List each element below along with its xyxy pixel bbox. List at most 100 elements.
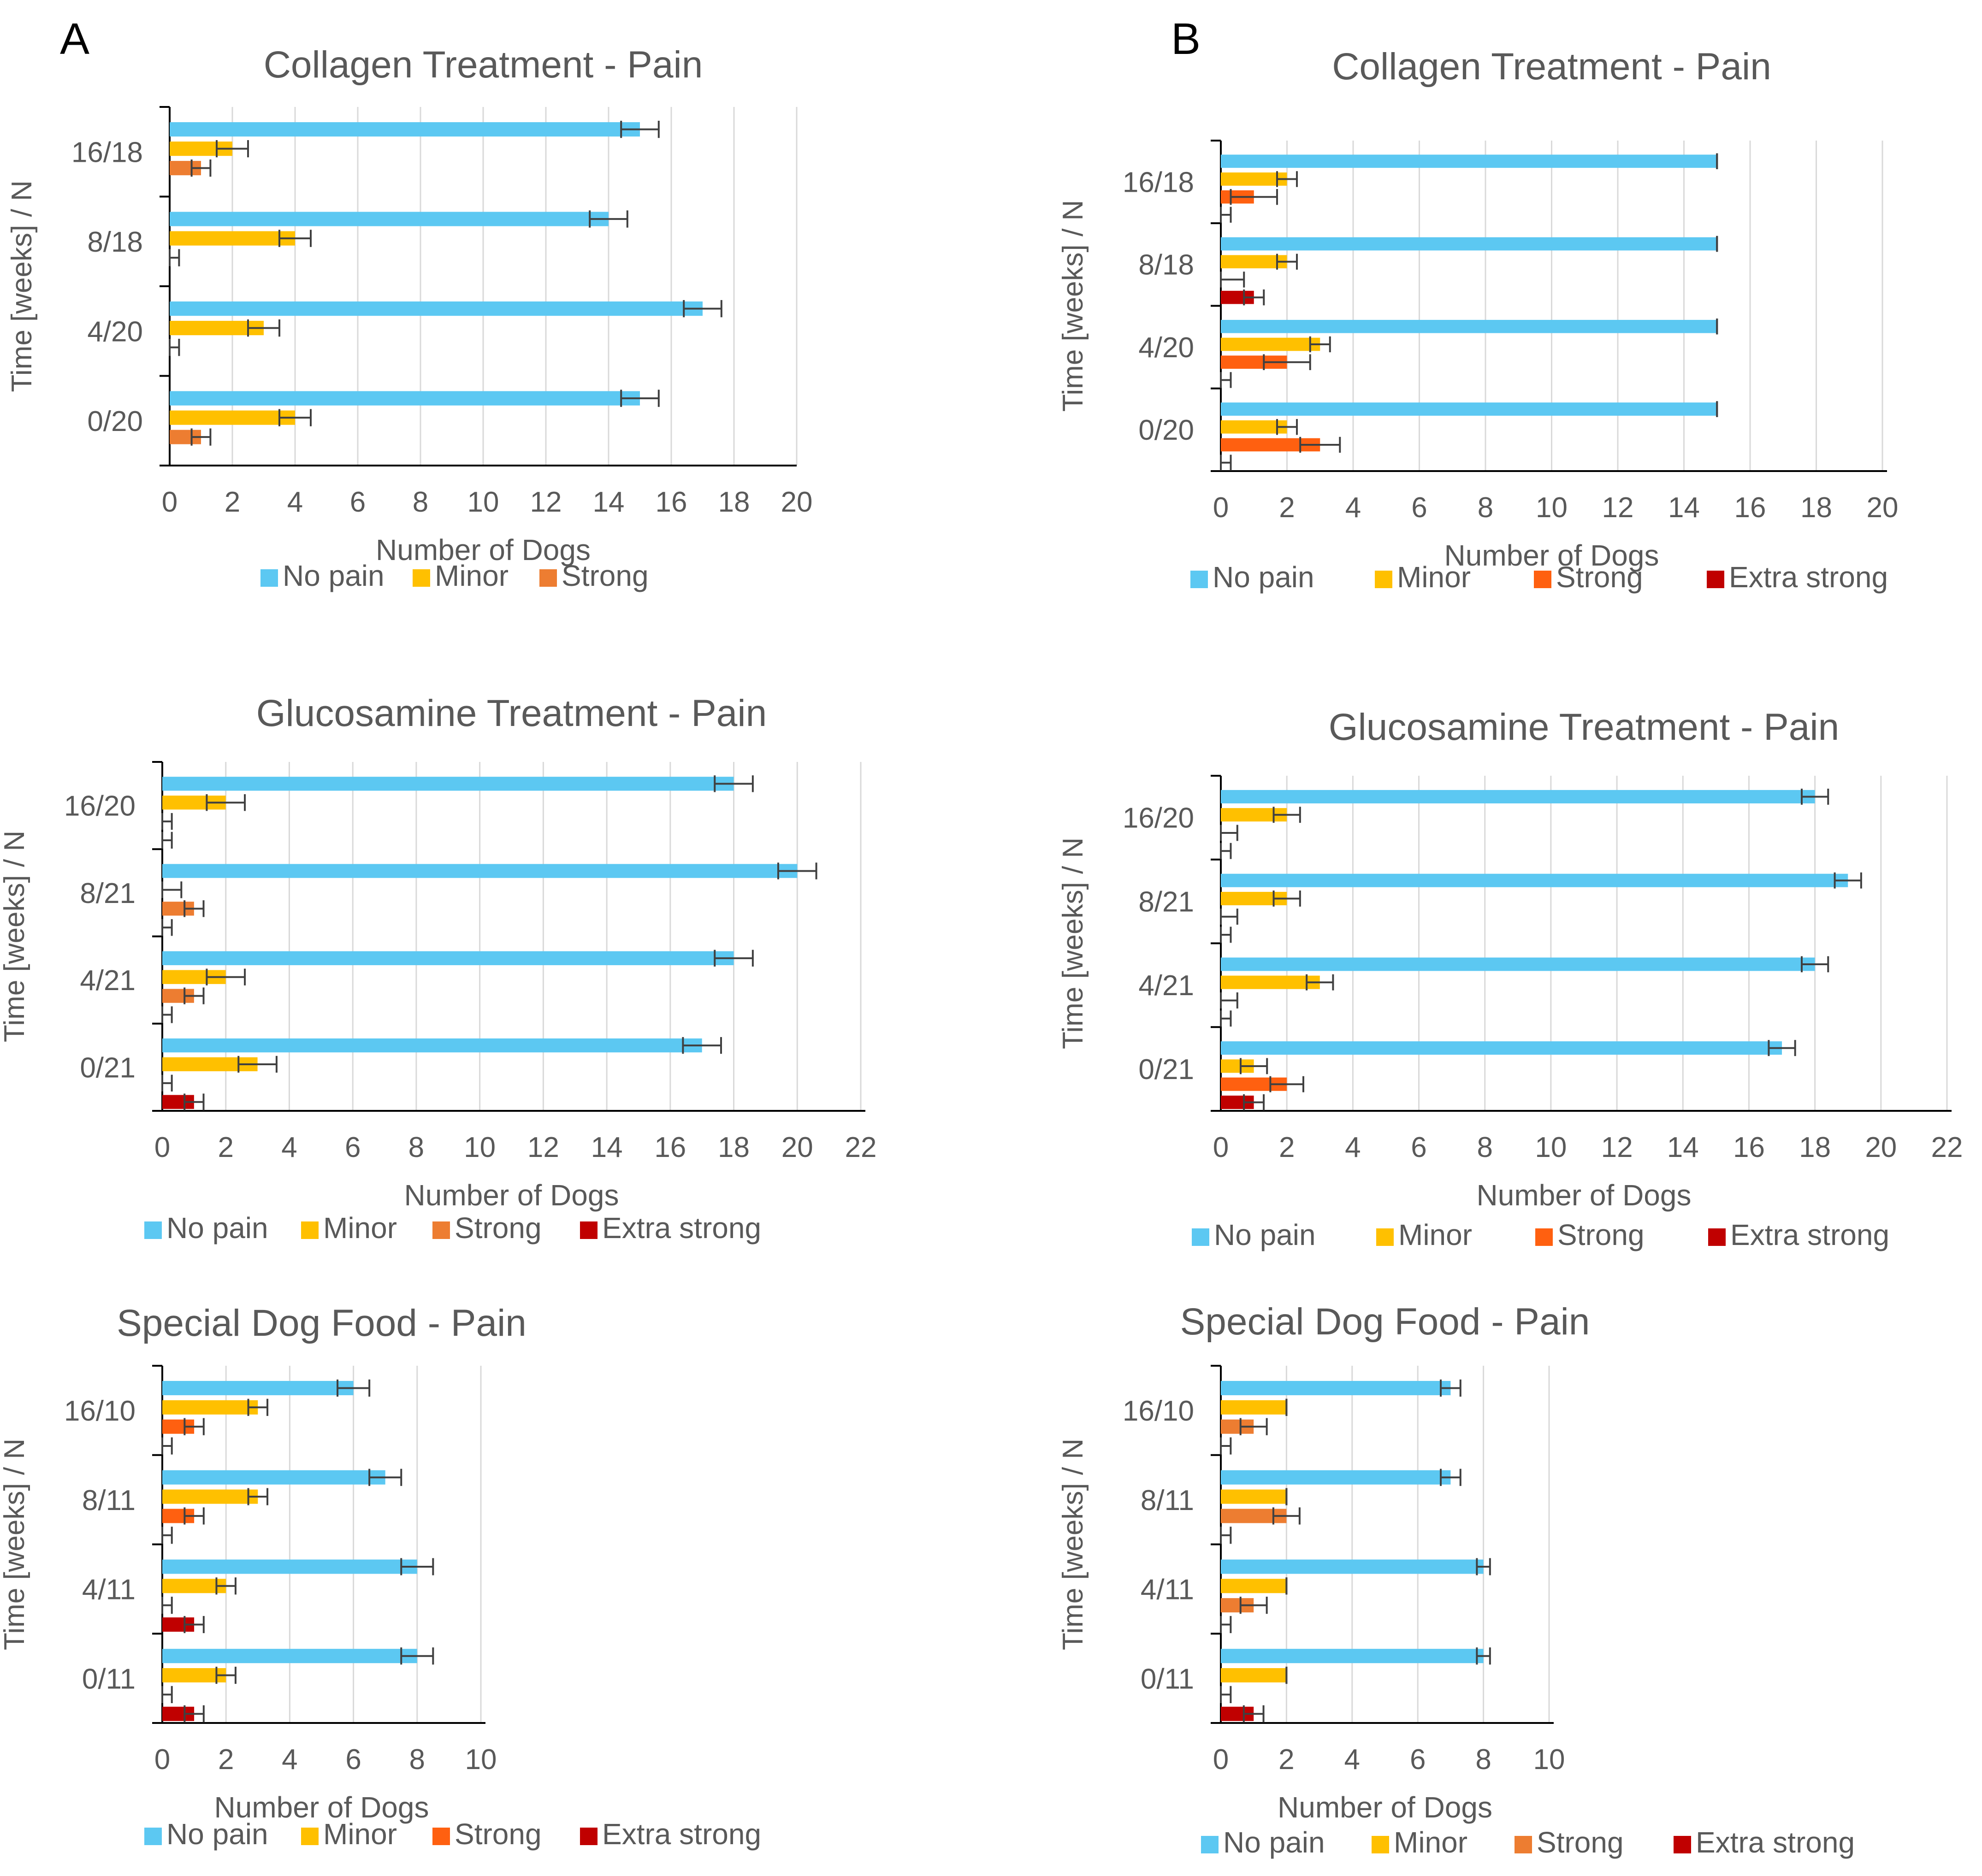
chart-a1: Collagen Treatment - Pain 0 2 4 6 8 10 12 14 16 18… [6,44,812,592]
y-tick-label: 4/20 [1138,332,1194,364]
y-tick-label: 4/21 [80,965,136,997]
legend-swatch-extra-strong [1707,571,1724,588]
bar-no-pain [162,1649,417,1664]
bar-minor [1221,975,1320,989]
y-tick-label: 0/11 [82,1663,136,1695]
bar-no-pain [162,777,734,791]
x-tick-label: 8 [408,1132,424,1163]
legend-label-no-pain: No pain [166,1211,268,1245]
legend-swatch-no-pain [144,1221,162,1239]
chart-b1: Collagen Treatment - Pain 0 2 4 6 8 10 12 14 16 18… [1057,46,1898,594]
x-tick-label: 2 [225,486,240,518]
y-tick-label: 16/18 [71,136,143,168]
legend-label-minor: Minor [435,559,509,592]
legend-label-minor: Minor [1394,1826,1467,1859]
y-tick-label: 8/21 [1138,886,1194,918]
y-tick-label: 8/11 [1141,1485,1194,1516]
y-tick-label: 16/20 [1123,802,1194,834]
legend-label-minor: Minor [323,1211,397,1245]
x-tick-label: 6 [345,1744,361,1776]
x-tick-label: 2 [218,1744,234,1776]
bar-minor [162,1579,226,1593]
legend-label-minor: Minor [1397,560,1471,594]
x-tick-label: 16 [656,486,687,518]
x-tick-label: 6 [1411,492,1427,524]
x-tick-label: 12 [1602,492,1634,524]
bar-no-pain [1221,873,1848,887]
x-tick-label: 4 [282,1744,297,1776]
x-tick-label: 8 [409,1744,425,1776]
x-tick-label: 10 [1533,1744,1565,1776]
x-tick-label: 2 [218,1132,233,1163]
bar-no-pain [1221,154,1717,168]
legend-label-no-pain: No pain [1213,560,1314,594]
x-tick-label: 10 [1536,492,1568,524]
bar-no-pain [1221,790,1815,803]
x-tick-label: 6 [1411,1132,1426,1163]
x-tick-label: 18 [1800,492,1832,524]
legend-swatch-strong [1535,1228,1553,1246]
x-tick-label: 6 [350,486,366,518]
y-tick-label: 8/18 [87,226,143,258]
x-tick-label: 4 [1345,492,1361,524]
x-tick-label: 4 [1345,1132,1361,1163]
bar-minor [1221,255,1287,269]
x-tick-label: 2 [1279,492,1295,524]
x-tick-label: 14 [1668,492,1700,524]
chart-b2: Glucosamine Treatment - Pain 0 2 4 6 8 10 12 14 1… [1057,706,1963,1251]
legend-swatch-extra-strong [580,1828,598,1845]
legend-label-no-pain: No pain [1214,1218,1316,1251]
bar-minor [1221,1579,1287,1593]
x-tick-label: 4 [287,486,303,518]
legend-label-minor: Minor [323,1817,397,1851]
x-tick-label: 0 [1213,492,1229,524]
y-tick-label: 16/18 [1123,166,1194,198]
x-tick-label: 16 [1733,1132,1765,1163]
bar-no-pain [162,864,798,878]
y-tick-label: 8/11 [82,1485,136,1516]
x-tick-label: 4 [1344,1744,1360,1776]
legend-swatch-no-pain [144,1828,162,1845]
bar-no-pain [162,1470,385,1485]
x-tick-label: 22 [845,1132,877,1163]
legend-swatch-no-pain [1190,571,1208,588]
x-tick-label: 20 [781,1132,813,1163]
x-tick-label: 20 [1865,1132,1897,1163]
bar-no-pain [1221,402,1717,416]
bar-no-pain [162,1038,702,1053]
x-tick-label: 10 [467,486,499,518]
bar-no-pain [1221,957,1815,971]
x-tick-label: 8 [1475,1744,1491,1776]
x-tick-label: 0 [1213,1744,1229,1776]
chart-title: Special Dog Food - Pain [117,1302,527,1344]
y-tick-label: 4/20 [87,316,143,348]
x-tick-label: 8 [1478,492,1493,524]
chart-a2: Glucosamine Treatment - Pain 0 2 4 6 8 10 12 14 1… [0,692,876,1245]
chart-a3: Special Dog Food - Pain 0 2 4 6 8 10 Number of … [0,1302,761,1851]
y-tick-label: 4/21 [1138,970,1194,1002]
y-tick-label: 0/20 [1138,414,1194,446]
chart-title: Glucosamine Treatment - Pain [1329,706,1839,748]
x-tick-label: 6 [345,1132,361,1163]
panel-label-b: B [1171,14,1201,64]
x-tick-label: 14 [1667,1132,1699,1163]
x-tick-label: 0 [162,486,177,518]
legend-swatch-extra-strong [580,1221,598,1239]
y-tick-label: 0/20 [87,406,143,437]
legend-swatch-minor [301,1221,319,1239]
legend-swatch-extra-strong [1708,1228,1726,1246]
legend-label-no-pain: No pain [283,559,385,592]
legend-label-extra-strong: Extra strong [1729,560,1888,594]
x-axis-label: Number of Dogs [404,1179,619,1212]
legend-label-no-pain: No pain [1223,1826,1325,1859]
legend-label-strong: Strong [562,559,649,592]
legend-label-no-pain: No pain [166,1817,268,1851]
bar-minor [170,410,295,425]
legend-swatch-strong [1515,1836,1532,1853]
legend-swatch-strong [432,1828,450,1845]
bar-minor [1221,1668,1287,1683]
x-tick-label: 12 [530,486,562,518]
x-tick-label: 8 [1477,1132,1492,1163]
legend-swatch-strong [539,569,557,587]
x-tick-label: 16 [654,1132,686,1163]
